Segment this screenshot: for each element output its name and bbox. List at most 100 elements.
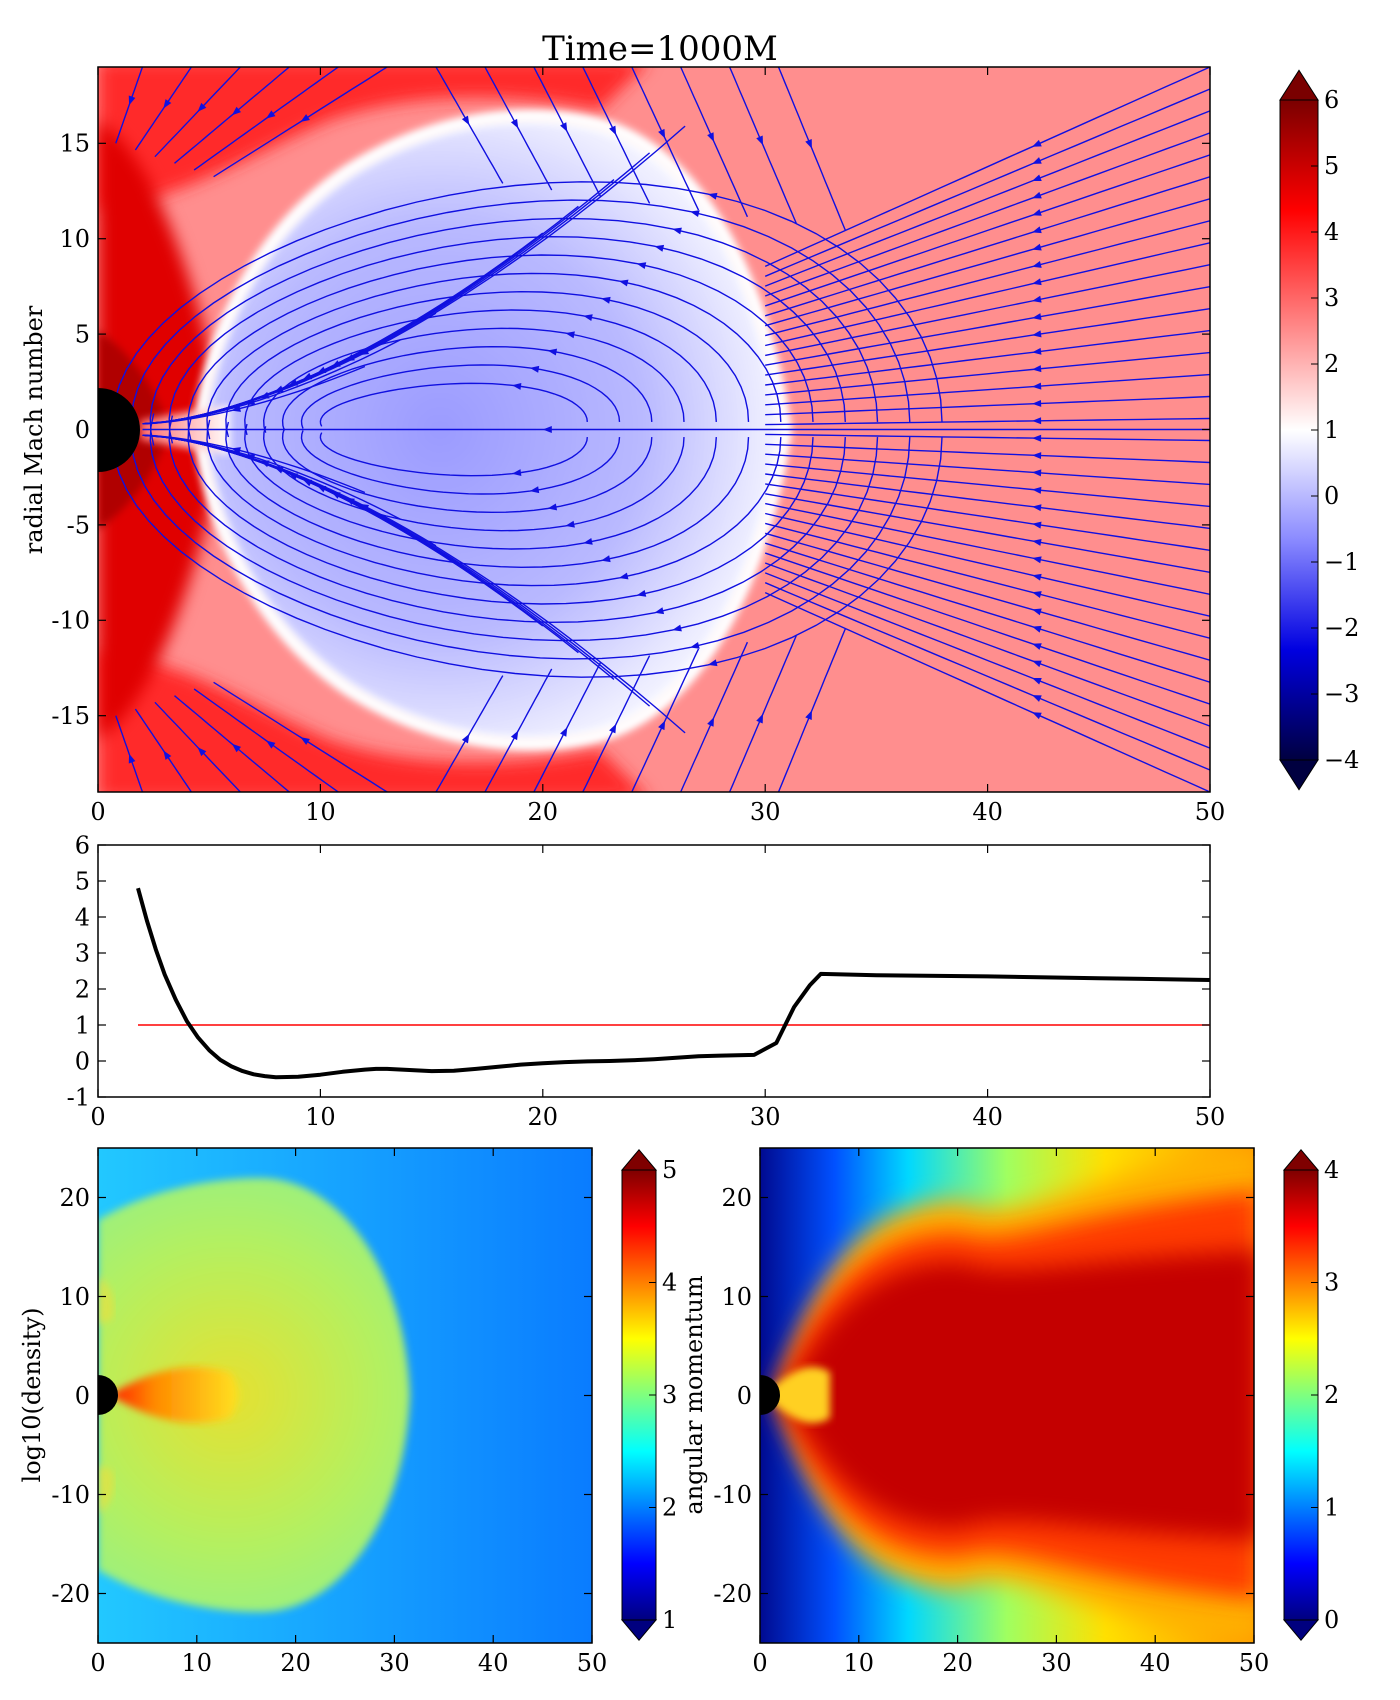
- streamline: [168, 415, 846, 624]
- density-ylabel: log10(density): [18, 1308, 46, 1483]
- streamline-arrow: [1032, 313, 1042, 320]
- colorbar-tick-label: 5: [662, 1156, 677, 1184]
- streamline-arrow: [1032, 521, 1042, 529]
- streamline-arrow: [345, 353, 355, 362]
- streamline-arrow: [1032, 330, 1042, 338]
- y-tick-label: 1: [75, 1011, 90, 1039]
- y-tick-label: 20: [721, 1184, 752, 1212]
- streamline: [764, 542, 1210, 683]
- streamline-arrow: [345, 497, 355, 506]
- streamline-arrow: [1032, 261, 1042, 268]
- x-tick-label: 30: [750, 1103, 781, 1131]
- streamline: [174, 67, 290, 164]
- streamline-arrow: [1032, 486, 1042, 494]
- streamline: [134, 67, 192, 151]
- density-panel: 0 10 20 30 40 50 20 10 0 -10 -20 log10(density) 5 4…: [18, 1147, 677, 1677]
- streamline-arrow: [565, 520, 575, 528]
- streamline-arrow: [512, 382, 522, 390]
- streamline: [765, 417, 1210, 426]
- colorbar-extend-max: [1279, 69, 1319, 101]
- streamline-arrow: [1032, 243, 1042, 251]
- streamline: [484, 67, 553, 191]
- streamline: [764, 176, 1210, 317]
- streamline-arrow: [1032, 539, 1042, 546]
- streamlines: [111, 67, 1210, 792]
- y-tick-label: 10: [59, 1283, 90, 1311]
- streamline: [533, 67, 602, 198]
- streamline: [115, 715, 144, 792]
- y-tick-label: 5: [75, 321, 90, 349]
- streamline-arrow: [583, 314, 593, 322]
- colorbar-tick-label: 0: [1324, 1606, 1339, 1634]
- streamline-arrow: [658, 128, 666, 139]
- y-tick-label: 0: [75, 416, 90, 444]
- streamline-arrow: [583, 537, 593, 545]
- density-colorbar: 5 4 3 2 1: [620, 1148, 677, 1642]
- streamline-arrow: [1032, 712, 1042, 720]
- streamline: [300, 430, 621, 495]
- streamline: [115, 67, 144, 144]
- colorbar-tick-label: 2: [1324, 1381, 1339, 1409]
- streamline: [154, 67, 241, 158]
- y-tick-label: -20: [713, 1580, 752, 1608]
- streamline-arrow: [461, 115, 470, 126]
- colorbar-extend-min: [1279, 759, 1319, 791]
- y-tick-label: 0: [75, 1047, 90, 1075]
- streamline-arrow: [163, 750, 172, 760]
- streamline-arrow: [1032, 643, 1042, 650]
- streamline-arrow: [1032, 591, 1042, 598]
- streamline: [631, 67, 700, 211]
- angmom-inner-cusp: [765, 1366, 830, 1424]
- y-tick-label: -10: [713, 1481, 752, 1509]
- streamline: [765, 351, 1210, 396]
- streamline-arrow: [461, 733, 470, 744]
- x-tick-label: 40: [972, 798, 1003, 826]
- y-tick-label: 0: [75, 1382, 90, 1410]
- streamline-arrow: [1032, 399, 1042, 407]
- streamline-arrow: [266, 110, 276, 119]
- figure-title: Time=1000M: [542, 29, 778, 69]
- streamline: [765, 502, 1210, 595]
- y-tick-label: 2: [75, 975, 90, 1003]
- streamline-arrow: [1032, 504, 1042, 512]
- streamline-arrow: [805, 710, 812, 721]
- streamline-arrow: [1032, 469, 1042, 477]
- streamline: [174, 695, 290, 792]
- streamline-arrow: [231, 743, 242, 753]
- streamline-arrow: [1032, 608, 1042, 616]
- streamline: [764, 110, 1210, 287]
- streamline: [765, 308, 1210, 376]
- streamline: [149, 413, 879, 642]
- y-tick-label: 0: [737, 1382, 752, 1410]
- x-tick-label: 30: [379, 1649, 410, 1677]
- density-bubble: [98, 1178, 410, 1612]
- streamline: [142, 434, 686, 734]
- streamline: [765, 433, 1210, 442]
- streamline: [435, 67, 504, 184]
- x-tick-label: 20: [280, 1649, 311, 1677]
- streamline: [281, 428, 653, 514]
- streamline: [764, 582, 1210, 771]
- streamline-arrow: [1032, 226, 1042, 234]
- x-tick-label: 50: [577, 1649, 608, 1677]
- x-tick-label: 0: [752, 1649, 767, 1677]
- colorbar-tick-label: 1: [662, 1606, 677, 1634]
- streamline: [765, 493, 1210, 573]
- streamline-arrow: [658, 720, 666, 731]
- streamline: [134, 708, 192, 792]
- streamline-arrow: [1032, 660, 1042, 668]
- x-tick-label: 30: [750, 798, 781, 826]
- colorbar-tick-label: 4: [1324, 1156, 1339, 1184]
- y-tick-label: 4: [75, 903, 90, 931]
- streamline: [187, 417, 814, 605]
- streamline: [206, 419, 782, 587]
- black-hole: [98, 388, 140, 472]
- angmom-axes: 0 10 20 30 40 50 20 10 0 -10 -20: [713, 1148, 1269, 1677]
- streamline: [244, 309, 717, 436]
- streamline-arrow: [565, 331, 575, 339]
- colorbar-tick-label: 6: [1324, 86, 1339, 114]
- streamline-arrow: [672, 624, 682, 632]
- streamline: [764, 562, 1210, 727]
- streamline: [764, 572, 1210, 749]
- streamline: [213, 681, 388, 792]
